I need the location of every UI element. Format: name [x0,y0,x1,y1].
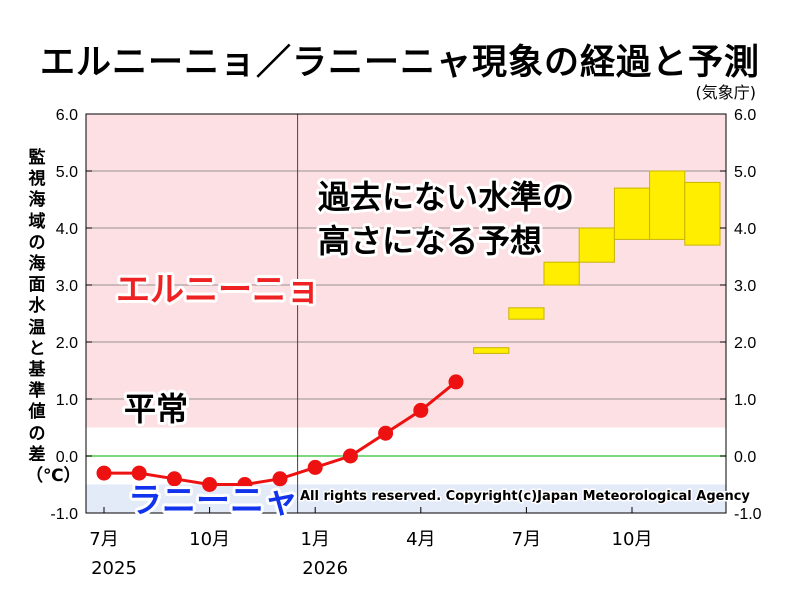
observed-point [131,465,147,481]
y-tick-label: 6.0 [56,107,78,124]
annotations: All rights reserved. Copyright(c)Japan M… [113,175,752,524]
observed-point [272,471,288,487]
y-tick-label-right: 1.0 [734,392,756,409]
y-tick-label: 1.0 [56,392,78,409]
forecast-box [543,261,580,286]
observed-point [96,465,112,481]
y-tick-label-right: 5.0 [734,164,756,181]
forecast-box [649,170,686,240]
x-year-label: 2025 [91,558,137,579]
forecast-note-line: 高さになる予想 [318,222,542,260]
source-label: (気象庁) [695,83,757,102]
x-tick-label: 10月 [612,529,653,550]
x-tick-label: 1月 [300,529,329,550]
x-year-label: 2026 [302,558,348,579]
plot-background [86,114,726,513]
y-tick-label-right: 3.0 [734,278,756,295]
forecast-box [613,187,651,240]
plot-frame [85,113,727,514]
forecast-box [508,307,545,320]
observed-point [237,477,253,492]
y-tick-label-right: 4.0 [734,221,756,238]
y-tick-label-right: -1.0 [734,506,762,523]
y-tick-label-right: 0.0 [734,449,756,466]
x-tick-label: 7月 [89,529,118,550]
y-tick-label: 3.0 [56,278,78,295]
observed-point [307,459,323,475]
observed-point [378,425,394,441]
y-tick-label: 0.0 [56,449,78,466]
normal-label: 平常 [124,390,188,428]
forecast-box [578,227,615,263]
forecast-boxes [473,170,721,354]
y-tick-label: 5.0 [56,164,78,181]
chart-title: エルニーニョ／ラニーニャ現象の経過と予測 [39,43,760,83]
y-tick-label-right: 2.0 [734,335,756,352]
y-tick-label: 2.0 [56,335,78,352]
y-tick-label: -1.0 [50,506,78,523]
x-tick-label: 4月 [406,529,435,550]
observed-series [96,374,464,492]
x-tick-label: 10月 [189,529,230,550]
observed-point [413,402,429,418]
forecast-note-line: 過去にない水準の [318,178,574,216]
lanina-zone [86,484,726,513]
observed-point [342,448,358,464]
forecast-box [473,347,510,354]
y-tick-label: 4.0 [56,221,78,238]
forecast-box [684,181,721,246]
gridlines [86,114,726,513]
elnino-zone [86,114,726,428]
observed-point [166,471,182,487]
axes: 6.0 6.0 5.0 5.0 4.0 4.0 3.0 3.0 2.0 2.0 1.0 1.0 0.0 0… [50,107,761,579]
observed-point [202,477,218,492]
x-tick-label: 7月 [512,529,541,550]
copyright-notice: All rights reserved. Copyright(c)Japan M… [300,489,750,504]
lanina-label: ラニーニャ [128,481,298,521]
y-tick-label-right: 6.0 [734,107,756,124]
observed-point [448,374,464,390]
elnino-label: エルニーニョ [116,270,320,310]
